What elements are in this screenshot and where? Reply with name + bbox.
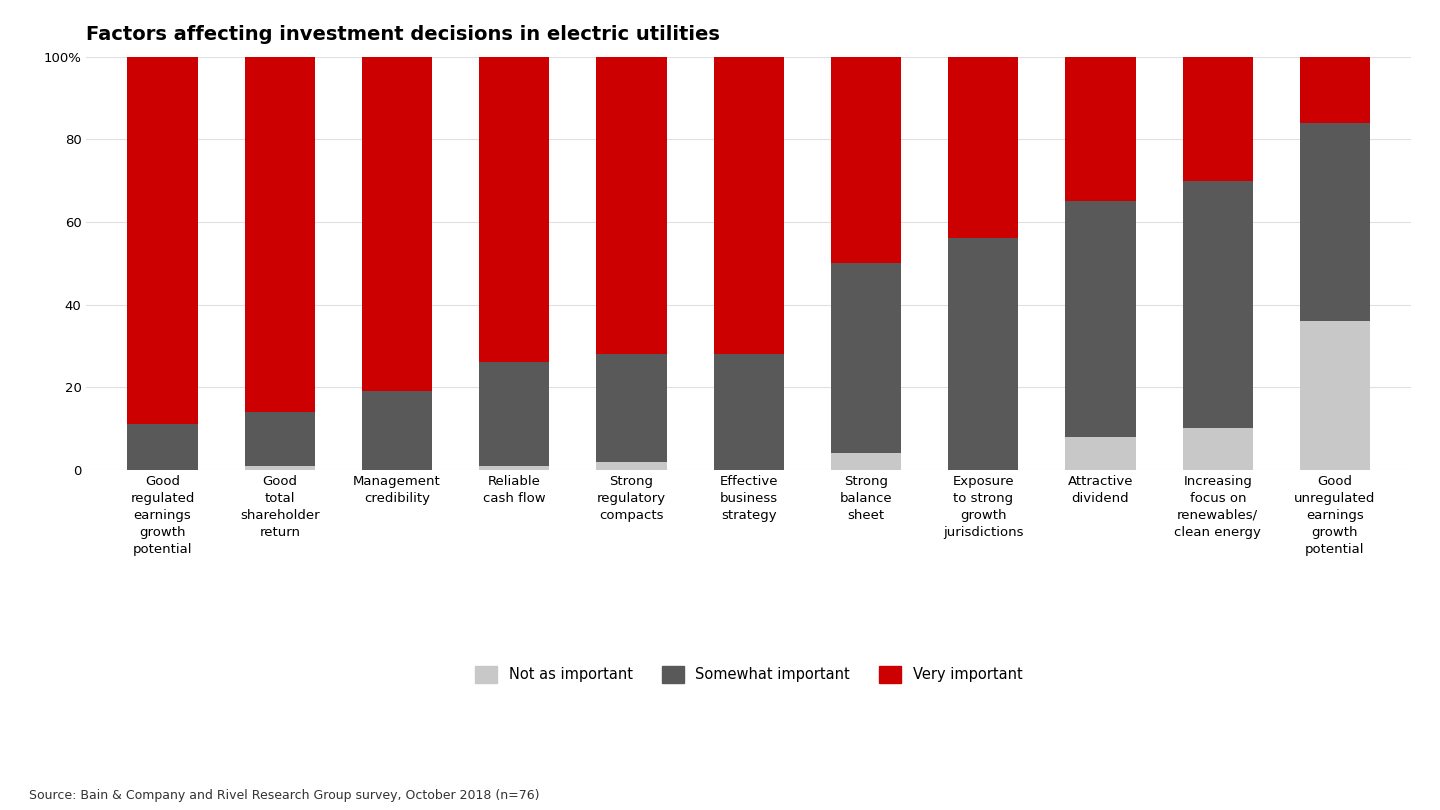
- Bar: [127, 424, 197, 470]
- Bar: [596, 354, 667, 462]
- Bar: [831, 263, 901, 454]
- Bar: [1300, 57, 1371, 123]
- Bar: [245, 412, 315, 466]
- Bar: [948, 57, 1018, 238]
- Bar: [831, 454, 901, 470]
- Bar: [714, 57, 783, 354]
- Bar: [1066, 437, 1136, 470]
- Bar: [127, 57, 197, 424]
- Bar: [480, 362, 550, 466]
- Bar: [361, 391, 432, 470]
- Text: Source: Bain & Company and Rivel Research Group survey, October 2018 (n=76): Source: Bain & Company and Rivel Researc…: [29, 789, 540, 802]
- Text: Factors affecting investment decisions in electric utilities: Factors affecting investment decisions i…: [86, 25, 720, 44]
- Bar: [361, 57, 432, 391]
- Bar: [1300, 123, 1371, 321]
- Legend: Not as important, Somewhat important, Very important: Not as important, Somewhat important, Ve…: [468, 659, 1030, 690]
- Bar: [480, 466, 550, 470]
- Bar: [1300, 321, 1371, 470]
- Bar: [596, 462, 667, 470]
- Bar: [1182, 57, 1253, 181]
- Bar: [1182, 181, 1253, 428]
- Bar: [596, 57, 667, 354]
- Bar: [480, 57, 550, 362]
- Bar: [714, 354, 783, 470]
- Bar: [245, 466, 315, 470]
- Bar: [1066, 201, 1136, 437]
- Bar: [245, 57, 315, 412]
- Bar: [831, 57, 901, 263]
- Bar: [948, 238, 1018, 470]
- Bar: [1066, 57, 1136, 201]
- Bar: [1182, 428, 1253, 470]
